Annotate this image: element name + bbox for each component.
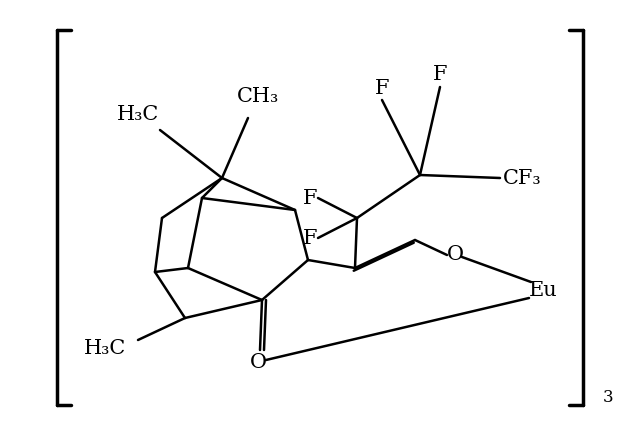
Text: H₃C: H₃C (117, 106, 159, 124)
Text: 3: 3 (603, 389, 614, 405)
Text: Eu: Eu (529, 281, 557, 299)
Text: F: F (433, 66, 447, 85)
Text: F: F (303, 188, 317, 208)
Text: O: O (250, 353, 266, 372)
Text: CF₃: CF₃ (503, 169, 541, 187)
Text: F: F (375, 79, 389, 97)
Text: H₃C: H₃C (84, 338, 126, 357)
Text: CH₃: CH₃ (237, 88, 279, 106)
Text: O: O (447, 245, 463, 265)
Text: F: F (303, 229, 317, 248)
